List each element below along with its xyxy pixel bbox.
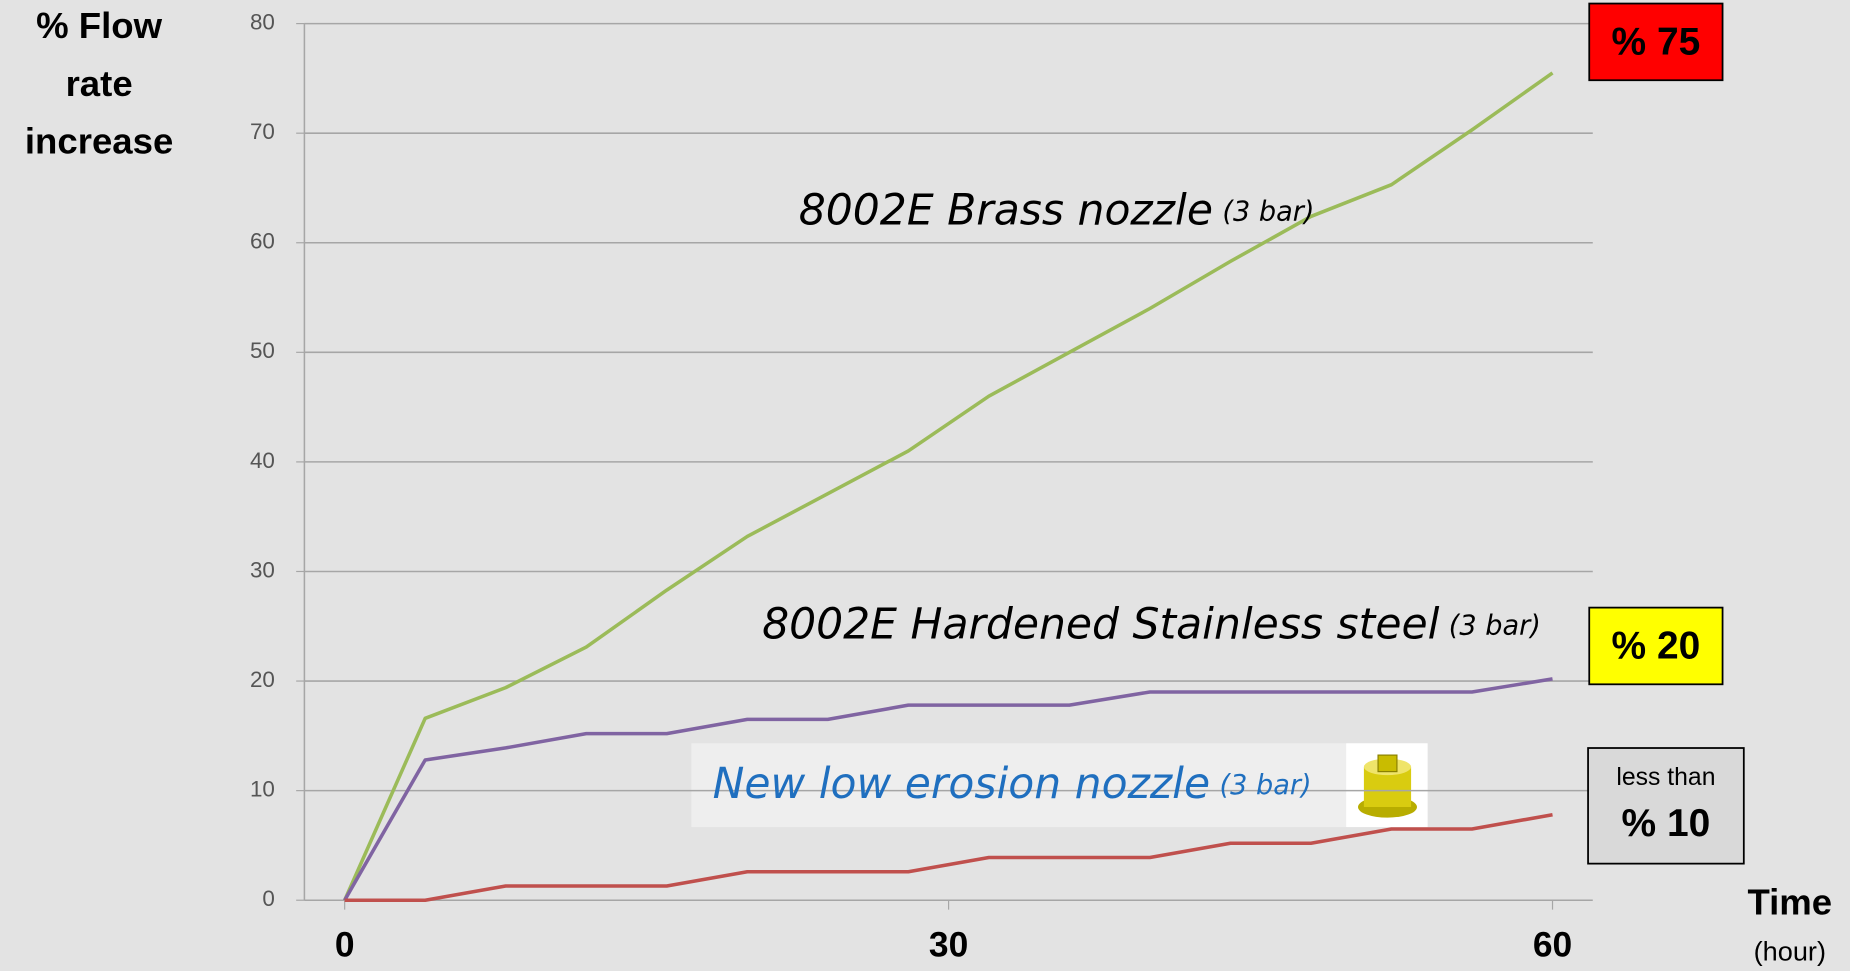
series-label: 8002E Brass nozzle (3 bar) [799,186,1315,235]
y-tick-label: 0 [262,886,274,911]
series-note: (3 bar) [1220,769,1312,800]
series-name: 8002E Hardened Stainless steel [762,600,1439,649]
y-tick-label: 50 [250,338,275,363]
series-line [345,815,1553,900]
x-tick-label: 30 [929,926,968,965]
series-name: 8002E Brass nozzle [799,186,1213,235]
end-label: % 75 [1612,21,1701,64]
y-tick-label: 40 [250,448,275,473]
y-axis-title: % Flow [36,5,162,46]
series-note: (3 bar) [1449,610,1541,641]
chart: 0 10 20 30 40 50 60 70 80 0 30 60 % Flow rate increase… [0,0,1850,971]
nozzle-icon [1346,743,1427,827]
y-tick-label: 20 [250,667,275,692]
series-label: 8002E Hardened Stainless steel (3 bar) [762,600,1541,649]
series-note: (3 bar) [1222,196,1314,227]
y-tick-label: 60 [250,229,275,254]
end-label: % 20 [1612,625,1701,668]
y-tick-label: 10 [250,777,275,802]
end-label: % 10 [1622,802,1711,845]
y-tick-label: 70 [250,119,275,144]
y-axis-title: increase [25,121,173,162]
x-axis-title: Time [1747,882,1832,923]
y-tick-label: 80 [250,10,275,35]
x-axis-unit: (hour) [1754,935,1826,966]
series-name: New low erosion nozzle [713,759,1210,808]
y-axis-title: rate [66,63,133,104]
y-tick-label: 30 [250,557,275,582]
end-label: less than [1616,764,1715,791]
x-tick-label: 0 [335,926,355,965]
x-tick-label: 60 [1533,926,1572,965]
